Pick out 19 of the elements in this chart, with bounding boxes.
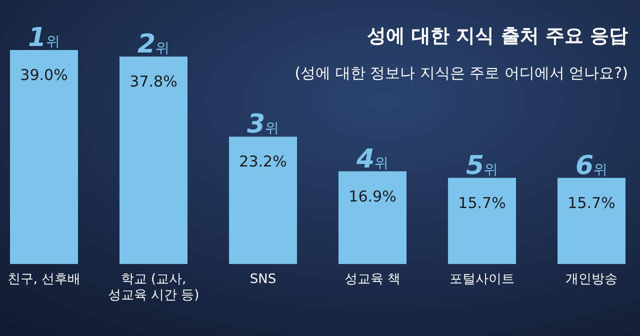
data-label: 23.2% [239, 152, 287, 171]
x-tick-label: SNS [250, 272, 276, 287]
text: (성에 대한 정보나 지식은 주로 어디에서 얻나요?) [294, 64, 628, 82]
chart-title: 성에 대한 지식 출처 주요 응답 [366, 25, 628, 47]
data-label: 15.7% [568, 194, 616, 212]
data-label: 37.8% [130, 72, 178, 91]
x-tick-label: 친구, 선후배 [7, 272, 81, 287]
annotation: 2위 [137, 30, 170, 60]
data-label: 16.9% [348, 187, 396, 206]
data-label: 15.7% [458, 194, 506, 212]
x-tick-label: 학교 (교사, 성교육 시간 등) [108, 272, 200, 303]
annotation: 6위 [575, 150, 608, 181]
annotation: 4위 [355, 144, 389, 174]
x-tick-label: 개인방송 [566, 272, 618, 287]
annotation: 3위 [246, 110, 280, 140]
x-tick-label: 성교육 책 [344, 272, 401, 287]
data-label: 39.0% [20, 66, 68, 84]
annotation: 5위 [466, 150, 498, 181]
x-tick-label: 포털사이트 [450, 272, 514, 287]
